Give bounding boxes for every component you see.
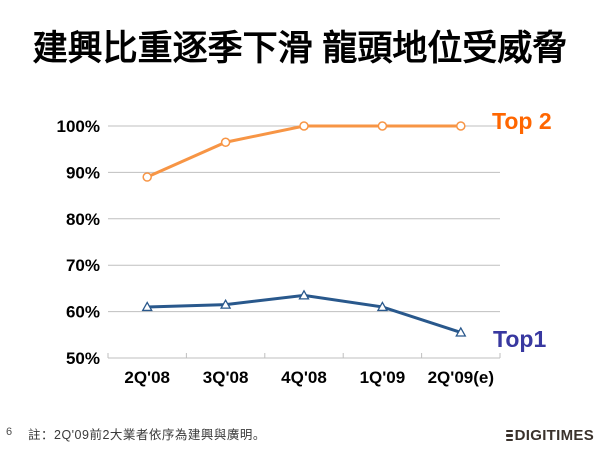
series-line-top2 [146,124,461,179]
data-point-marker [298,289,310,300]
y-tick-label: 60% [66,303,100,322]
series-label-top1: Top1 [493,326,547,352]
data-point-marker [299,121,309,131]
y-tick-label: 80% [66,210,100,229]
x-tick-label: 4Q'08 [281,368,327,387]
x-tick-label: 2Q'09(e) [428,368,494,387]
x-tick-label: 1Q'09 [360,368,406,387]
x-tick-label: 2Q'08 [124,368,170,387]
data-point-marker [455,326,467,337]
y-tick-label: 50% [66,349,100,368]
data-point-marker [219,298,232,309]
data-point-marker [142,172,152,182]
y-tick-label: 90% [66,163,100,182]
page-title: 建興比重逐季下滑 龍頭地位受威脅 [32,29,568,68]
footnote: 註：2Q'09前2大業者依序為建興與廣明。 [28,428,266,442]
data-point-marker [220,137,231,147]
data-point-marker [456,121,466,131]
digitimes-logo-text: DIGITIMES [514,427,594,444]
series-line-top1 [147,293,462,334]
digitimes-logo: DIGITIMES [505,427,594,444]
data-point-marker [377,121,388,131]
y-tick-label: 70% [66,256,100,275]
data-point-marker [141,301,153,312]
digitimes-logo-bars-icon [505,429,513,442]
series-label-top2: Top 2 [492,108,552,134]
page-number: 6 [6,426,13,438]
y-tick-label: 100% [57,117,100,136]
x-tick-label: 3Q'08 [203,368,249,387]
data-point-marker [376,301,389,312]
